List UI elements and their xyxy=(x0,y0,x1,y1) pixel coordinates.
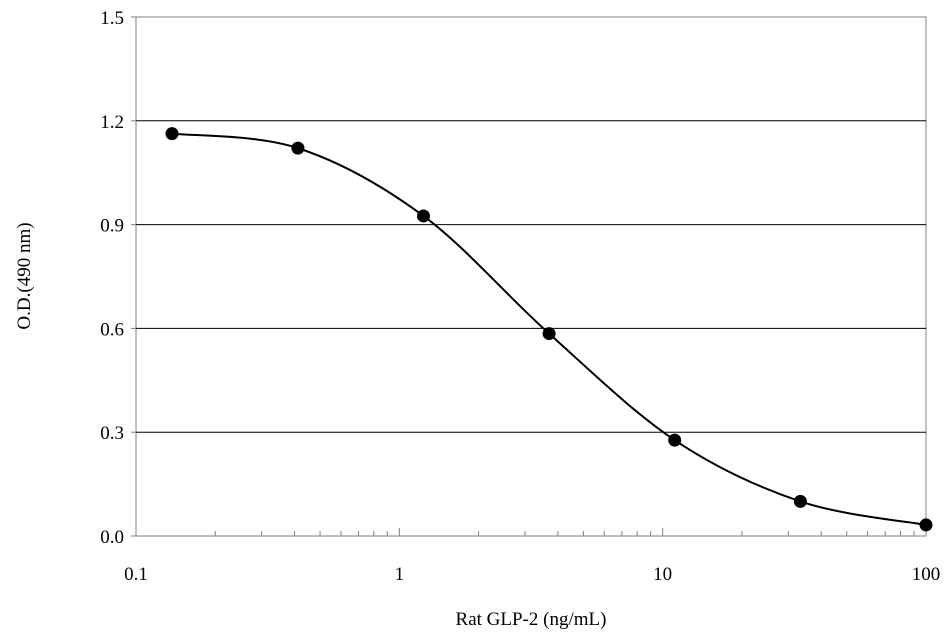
x-axis-title: Rat GLP-2 (ng/mL) xyxy=(456,609,607,630)
x-tick-label: 0.1 xyxy=(124,564,148,585)
y-tick-label: 0.6 xyxy=(100,319,124,340)
x-tick-label: 1 xyxy=(395,564,405,585)
data-points xyxy=(165,127,933,532)
y-tick-label: 1.2 xyxy=(100,112,124,133)
x-minor-ticks xyxy=(135,528,927,536)
y-axis-title: O.D.(490 nm) xyxy=(14,222,35,329)
data-point xyxy=(165,127,179,141)
y-tick-label: 1.5 xyxy=(100,8,124,29)
data-point xyxy=(542,327,556,341)
gridlines xyxy=(136,120,926,433)
x-tick-label: 10 xyxy=(653,564,672,585)
x-tick-labels: 0.1 1 10 100 xyxy=(124,564,940,585)
y-tick-label: 0.9 xyxy=(100,216,124,237)
data-point xyxy=(793,494,807,508)
data-point xyxy=(668,433,682,447)
x-tick-label: 100 xyxy=(912,564,941,585)
data-point xyxy=(919,518,933,532)
y-tick-label: 0.3 xyxy=(100,423,124,444)
plot-area xyxy=(135,16,927,537)
data-point xyxy=(416,209,430,223)
data-point xyxy=(291,141,305,155)
y-tick-labels: 0.0 0.3 0.6 0.9 1.2 1.5 xyxy=(100,8,136,548)
y-tick-label: 0.0 xyxy=(100,527,124,548)
